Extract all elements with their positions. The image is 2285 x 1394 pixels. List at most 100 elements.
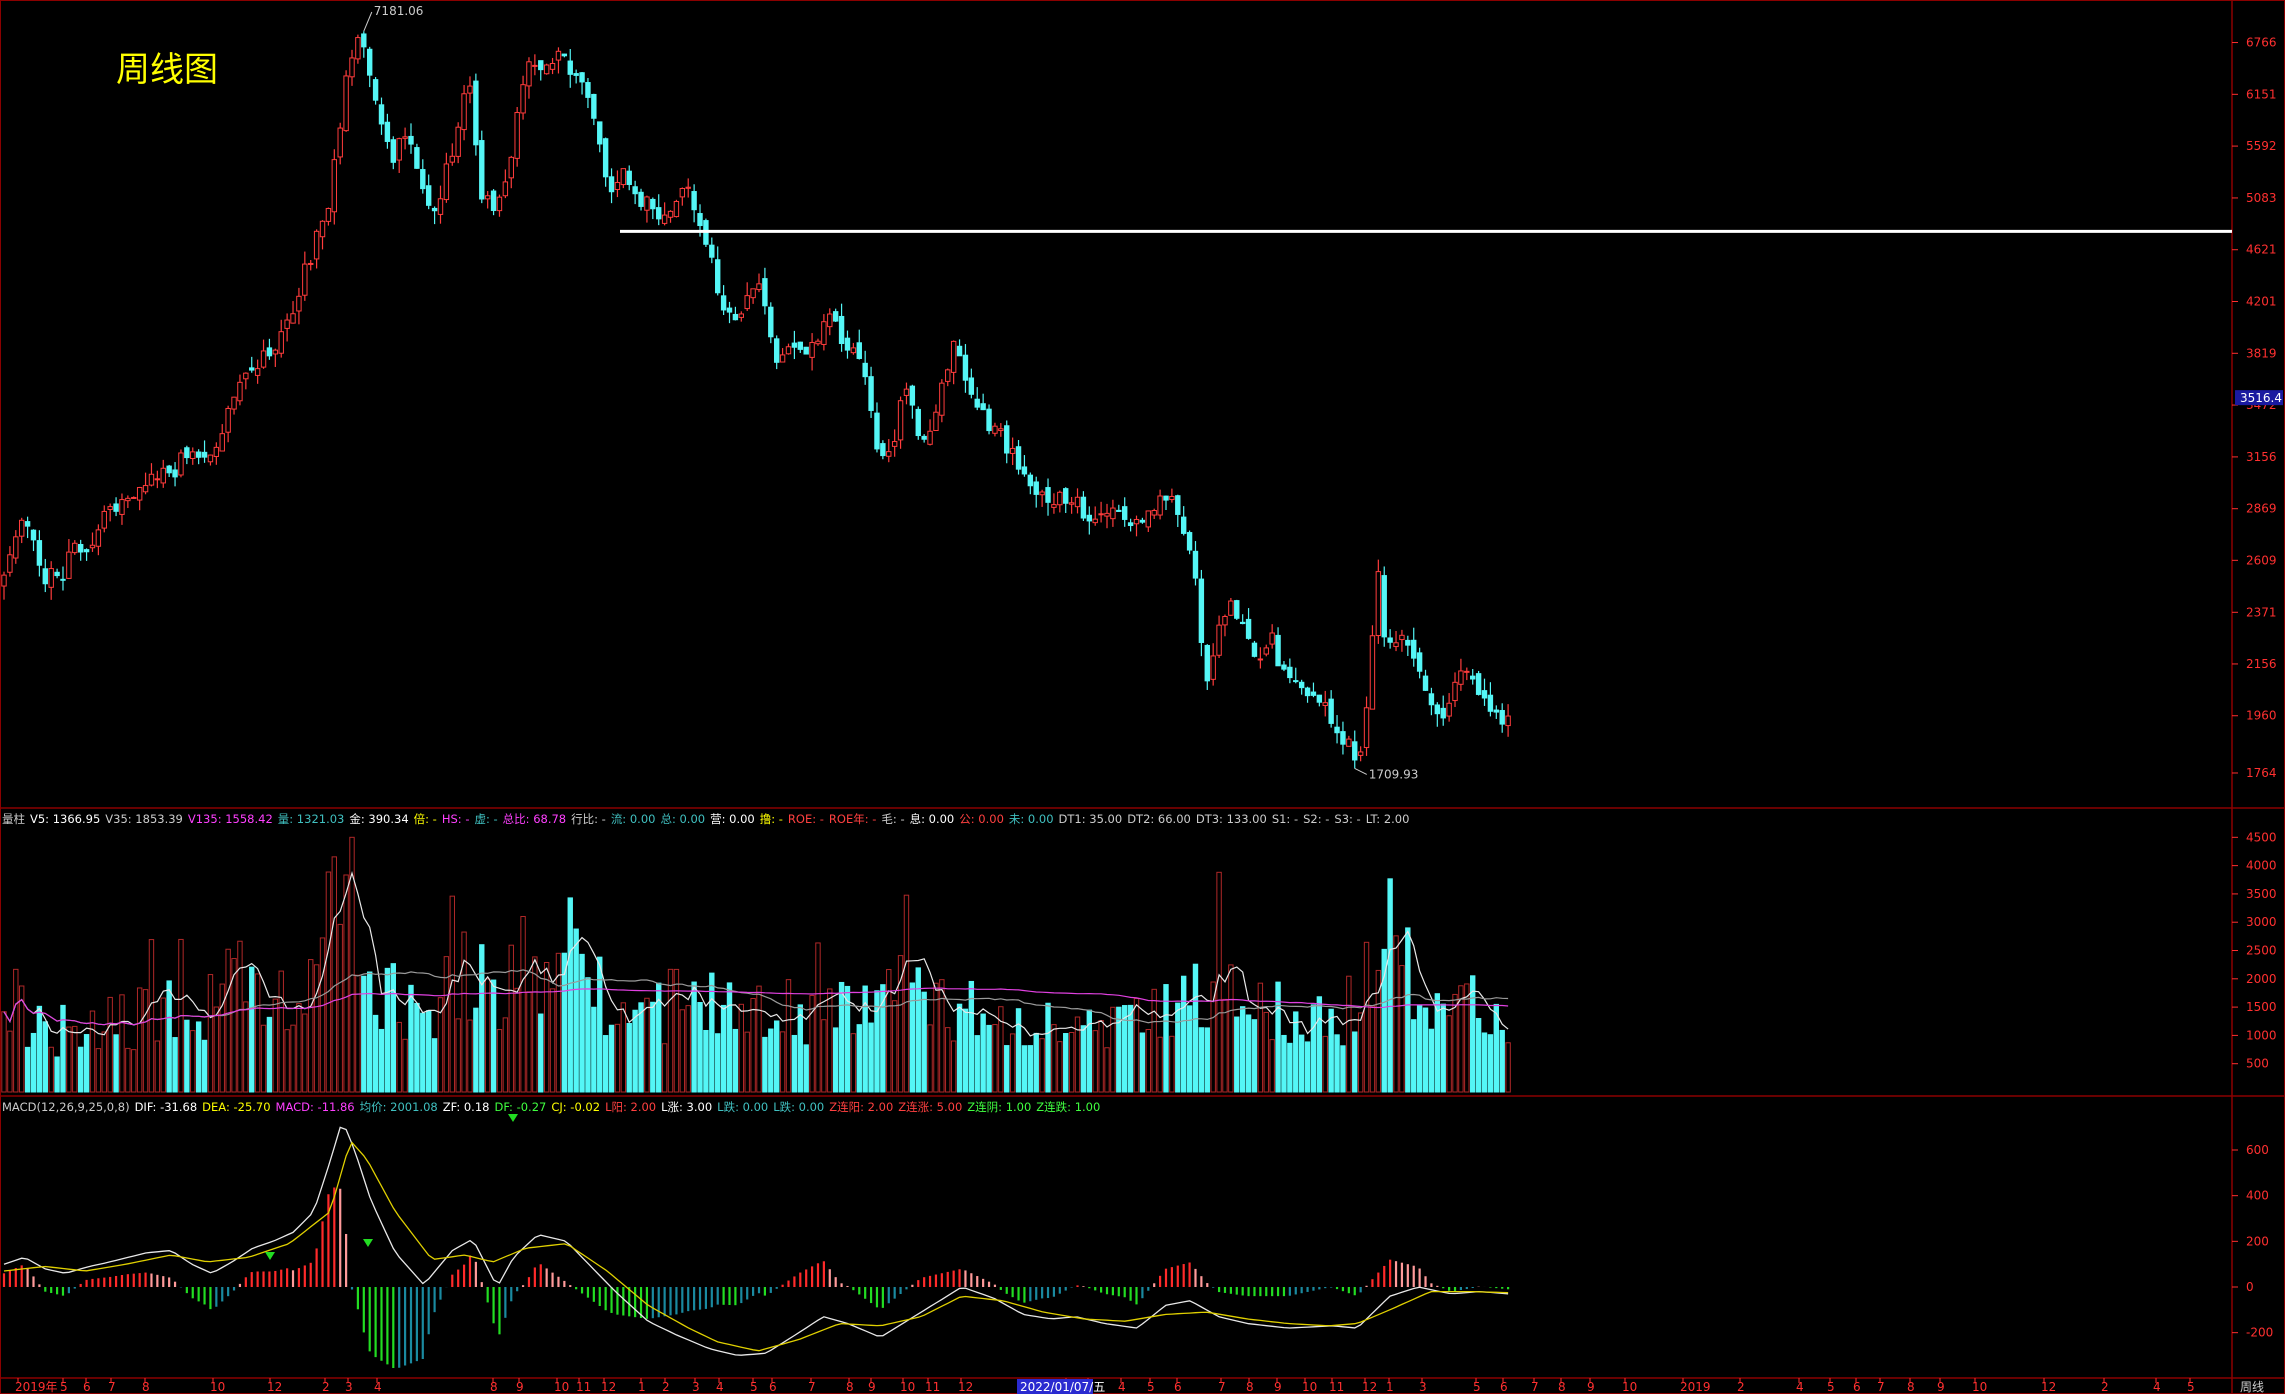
volume-bar bbox=[756, 985, 762, 1093]
volume-bar bbox=[974, 1035, 980, 1093]
macd-tick-label: 200 bbox=[2246, 1234, 2269, 1248]
x-tick-label: 12 bbox=[2041, 1380, 2056, 1394]
volume-bar bbox=[1122, 1005, 1128, 1093]
volume-bar bbox=[1110, 1006, 1116, 1093]
candle bbox=[827, 313, 833, 328]
candle bbox=[909, 385, 916, 406]
candle bbox=[1493, 709, 1500, 713]
candle bbox=[1122, 506, 1128, 520]
volume-bar bbox=[591, 1006, 597, 1093]
volume-bar bbox=[437, 997, 444, 1093]
x-tick-label: 6 bbox=[769, 1380, 777, 1394]
candle bbox=[673, 200, 680, 218]
signal-arrow-icon bbox=[508, 1114, 518, 1122]
candle bbox=[986, 408, 992, 432]
volume-header-item: 倍: - bbox=[413, 812, 437, 826]
price-tick-label: 2371 bbox=[2246, 605, 2277, 619]
candle bbox=[620, 168, 627, 186]
x-tick-label: 7 bbox=[1877, 1380, 1885, 1394]
volume-bar bbox=[237, 940, 243, 1093]
candle bbox=[1204, 644, 1210, 682]
volume-bar bbox=[1068, 1031, 1075, 1093]
candle bbox=[538, 60, 544, 71]
x-tick-label: 8 bbox=[1246, 1380, 1254, 1394]
candle bbox=[154, 478, 161, 481]
candle bbox=[166, 465, 172, 474]
volume-bar bbox=[290, 1024, 296, 1093]
volume-ma5 bbox=[3, 870, 1509, 1037]
volume-bar bbox=[420, 1012, 426, 1093]
candle bbox=[378, 104, 385, 125]
volume-bar bbox=[1293, 1011, 1299, 1093]
volume-bar bbox=[921, 991, 927, 1093]
volume-bar bbox=[278, 970, 284, 1093]
volume-bar bbox=[927, 1024, 933, 1093]
volume-bar bbox=[1352, 1031, 1358, 1093]
macd-header-item: DIF: -31.68 bbox=[134, 1100, 198, 1114]
candle bbox=[844, 337, 851, 351]
x-axis: 2019年56781012234891011121234567891011122… bbox=[15, 1378, 2264, 1394]
macd-header-item: MACD: -11.86 bbox=[275, 1100, 355, 1114]
candle bbox=[715, 259, 721, 294]
volume-bar bbox=[1145, 1029, 1151, 1093]
candle bbox=[60, 578, 66, 581]
volume-bar bbox=[1405, 927, 1411, 1093]
candle bbox=[1045, 487, 1051, 503]
volume-bar bbox=[207, 974, 214, 1093]
macd-header-item: MACD(12,26,9,25,0,8) bbox=[2, 1100, 130, 1114]
candle bbox=[597, 121, 603, 145]
volume-bar bbox=[160, 997, 166, 1093]
candle bbox=[101, 510, 107, 529]
volume-header-item: HS: - bbox=[441, 812, 470, 826]
candle bbox=[372, 79, 379, 101]
candle bbox=[1151, 509, 1157, 516]
volume-bar bbox=[331, 856, 338, 1093]
volume-bar bbox=[862, 985, 868, 1093]
candle bbox=[190, 451, 196, 459]
candle bbox=[1210, 655, 1216, 680]
candle bbox=[980, 403, 986, 411]
volume-bar bbox=[1257, 982, 1264, 1093]
candle bbox=[172, 469, 178, 478]
candle bbox=[479, 140, 485, 200]
volume-bar bbox=[48, 1046, 54, 1093]
volume-bar bbox=[1021, 1045, 1028, 1093]
volume-bar bbox=[1446, 1015, 1452, 1093]
price-annotations: 7181.06 1709.93 bbox=[363, 4, 1418, 781]
volume-bar bbox=[514, 987, 520, 1093]
candle bbox=[579, 72, 585, 83]
volume-bar bbox=[372, 1014, 379, 1093]
volume-bar bbox=[703, 1029, 709, 1093]
candle bbox=[1216, 624, 1222, 656]
price-tick-label: 2156 bbox=[2246, 657, 2277, 671]
x-tick-label: 7 bbox=[1218, 1380, 1226, 1394]
candle bbox=[685, 186, 691, 189]
volume-bar bbox=[1499, 1029, 1505, 1093]
volume-bar bbox=[378, 1028, 385, 1093]
volume-bar bbox=[1269, 1039, 1275, 1093]
volume-bar bbox=[891, 1000, 898, 1093]
volume-bar bbox=[532, 956, 538, 1093]
volume-bar bbox=[54, 1056, 60, 1093]
candle bbox=[1033, 481, 1039, 495]
candle bbox=[384, 121, 391, 142]
x-tick-label: 1 bbox=[1386, 1380, 1394, 1394]
current-price-label: 3516.4 bbox=[2240, 391, 2282, 405]
candle bbox=[1481, 690, 1488, 699]
volume-bar bbox=[496, 1029, 503, 1093]
candle bbox=[249, 367, 255, 371]
volume-bar bbox=[773, 1020, 780, 1093]
candle bbox=[821, 321, 827, 345]
volume-bar bbox=[467, 1019, 473, 1093]
volume-bar bbox=[390, 963, 396, 1093]
volume-bar bbox=[1487, 1034, 1494, 1093]
candle bbox=[308, 262, 314, 265]
x-tick-label: 6 bbox=[1500, 1380, 1508, 1394]
candle bbox=[296, 295, 302, 312]
candle bbox=[119, 499, 125, 515]
candle bbox=[744, 295, 750, 310]
volume-bar bbox=[95, 1048, 102, 1093]
signal-arrow-icon bbox=[265, 1252, 275, 1260]
